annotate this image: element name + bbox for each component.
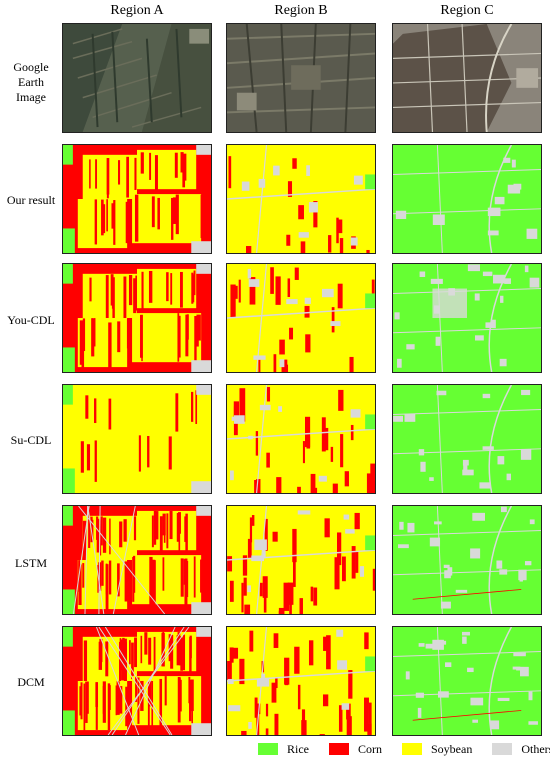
legend: Rice Corn Soybean Others [258,740,550,758]
map-you-cdl-region-b [226,263,376,373]
map-a [63,385,211,493]
map-lstm-region-a [62,505,212,615]
legend-item-rice: Rice [258,742,309,757]
map-dcm-region-c [392,626,542,736]
legend-item-others: Others [492,742,550,757]
column-header-region-b: Region B [274,3,328,18]
map-a [63,627,211,735]
map-b [227,506,375,614]
map-c [393,264,541,372]
row-label-dcm: DCM [17,675,45,689]
map-a [63,264,211,372]
map-dcm-region-b [226,626,376,736]
legend-swatch-soybean [402,743,422,755]
map-c [393,627,541,735]
legend-label-corn: Corn [358,741,382,756]
map-our-result-region-a [62,144,212,254]
map-you-cdl-region-c [392,263,542,373]
row-label-google-earth: Google Earth Image [13,60,49,104]
row-label-su-cdl: Su-CDL [10,433,52,447]
map-b [227,264,375,372]
legend-swatch-corn [329,743,349,755]
column-header-region-c: Region C [440,3,494,18]
satellite-image-region-a [62,23,212,133]
map-you-cdl-region-a [62,263,212,373]
row-label-you-cdl: You-CDL [7,313,55,327]
map-c [393,385,541,493]
map-lstm-region-c [392,505,542,615]
map-su-cdl-region-b [226,384,376,494]
row-label-lstm: LSTM [14,556,47,570]
legend-label-rice: Rice [287,741,309,756]
legend-label-others: Others [521,741,550,756]
row-label-our-result: Our result [6,193,56,207]
map-su-cdl-region-c [392,384,542,494]
legend-swatch-others [492,743,513,755]
column-header-region-a: Region A [110,3,164,18]
satellite-image-region-b [226,23,376,133]
legend-swatch-rice [258,743,278,755]
map-dcm-region-a [62,626,212,736]
map-b [227,145,375,253]
legend-item-soybean: Soybean [402,742,472,757]
map-lstm-region-b [226,505,376,615]
legend-label-soybean: Soybean [431,741,473,756]
map-c [393,506,541,614]
map-our-result-region-b [226,144,376,254]
map-su-cdl-region-a [62,384,212,494]
map-c [393,145,541,253]
legend-item-corn: Corn [329,742,382,757]
map-a [63,506,211,614]
map-b [227,385,375,493]
satellite-image-region-c [392,23,542,133]
map-a [63,145,211,253]
map-b [227,627,375,735]
map-our-result-region-c [392,144,542,254]
